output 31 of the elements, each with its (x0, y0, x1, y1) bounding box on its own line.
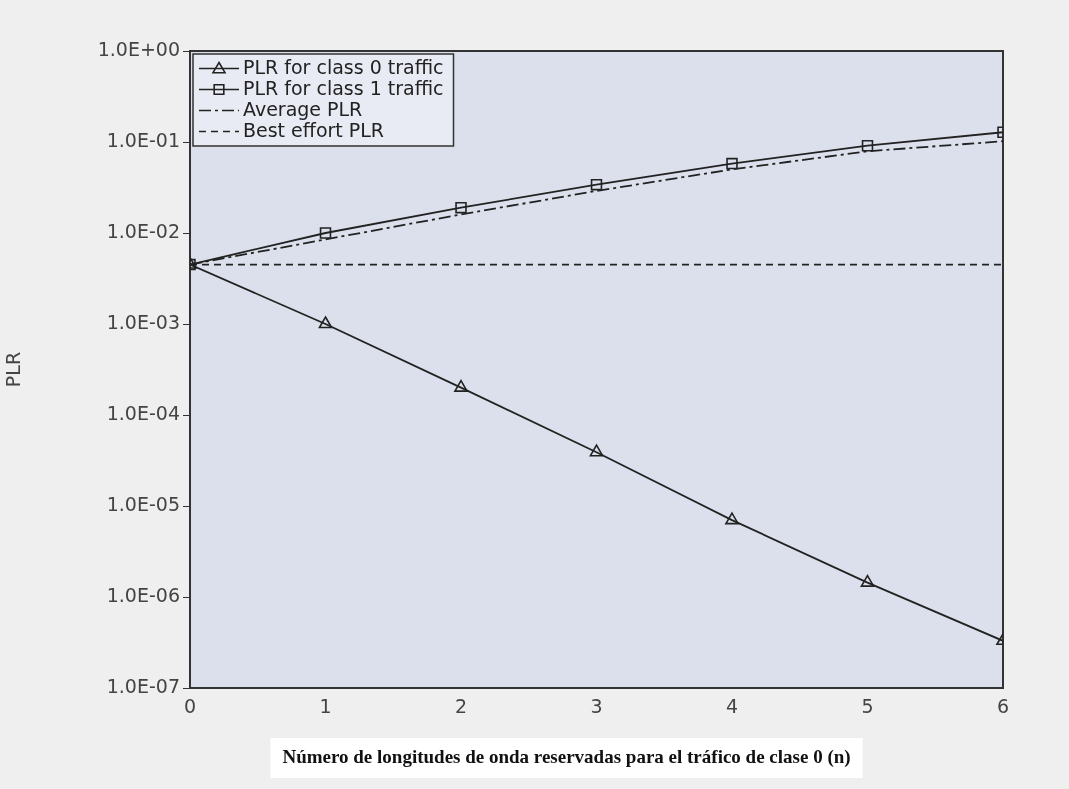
x-tick-label: 6 (996, 695, 1010, 718)
y-tick-label: 1.0E+00 (97, 37, 180, 60)
legend-label: Best effort PLR (243, 119, 385, 142)
point (454, 379, 468, 392)
y-tick-label: 1.0E-03 (106, 310, 180, 333)
point (319, 227, 332, 239)
y-axis-title: PLR (2, 351, 25, 388)
x-tick-label: 2 (454, 695, 468, 718)
point (455, 201, 467, 214)
legend-label: Average PLR (243, 98, 363, 121)
x-tick-label: 1 (319, 695, 332, 718)
point (590, 178, 603, 191)
y-tick-label: 1.0E-01 (106, 128, 180, 151)
x-axis-title: Número de longitudes de onda reservadas para el tráfico de clase 0 (n) (282, 745, 851, 768)
point (860, 574, 875, 587)
y-tick-label: 1.0E-06 (106, 583, 180, 606)
y-tick-label: 1.0E-05 (106, 492, 180, 515)
legend-label: PLR for class 1 traffic (243, 77, 444, 100)
x-tick-label: 0 (183, 695, 197, 718)
y-tick-label: 1.0E-04 (106, 401, 180, 424)
point (725, 512, 739, 525)
y-tick-label: 1.0E-02 (106, 219, 180, 242)
x-tick-label: 4 (725, 695, 739, 718)
point (726, 157, 738, 170)
x-tick-label: 5 (861, 695, 874, 718)
x-tick-label: 3 (590, 695, 603, 718)
point (861, 139, 874, 152)
point (318, 316, 333, 329)
legend-label: PLR for class 0 traffic (243, 56, 444, 79)
point (589, 444, 604, 457)
y-tick-label: 1.0E-07 (106, 674, 180, 697)
